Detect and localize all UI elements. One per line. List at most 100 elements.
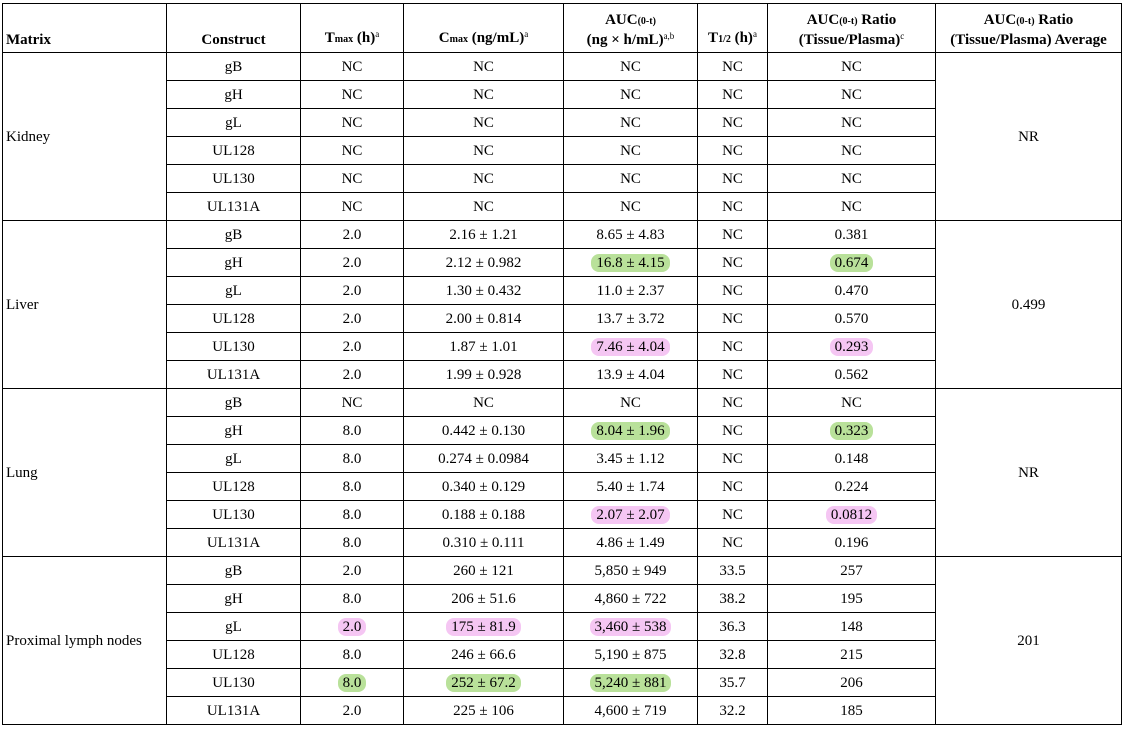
construct-cell: gL — [166, 612, 301, 641]
tmax-cell: 2.0 — [300, 304, 404, 333]
tmax-value: 2.0 — [342, 338, 362, 355]
construct-value: UL131A — [206, 366, 261, 383]
ratio-value: NC — [841, 86, 862, 103]
thalf-value: 36.3 — [719, 618, 746, 635]
thalf-value: NC — [722, 86, 743, 103]
header-matrix: Matrix — [2, 3, 167, 53]
tmax-value: 2.0 — [342, 226, 362, 243]
auc-value: 4,600 ± 719 — [594, 702, 667, 719]
cmax-cell: NC — [403, 52, 564, 81]
cmax-value: 252 ± 67.2 — [446, 673, 521, 692]
auc-value: 13.7 ± 3.72 — [596, 310, 665, 327]
pk-data-table: Matrix Construct Tmax (h)a Cmax (ng/mL)a… — [2, 3, 1122, 725]
ratio-cell: NC — [767, 388, 936, 417]
matrix-cell: Kidney — [2, 52, 167, 221]
table-row: gH 2.0 2.12 ± 0.982 16.8 ± 4.15 NC 0.674 — [3, 248, 1122, 277]
ratio-cell: 0.674 — [767, 248, 936, 277]
construct-cell: gL — [166, 276, 301, 305]
cmax-cell: 0.340 ± 0.129 — [403, 472, 564, 501]
ratio-value: 0.196 — [834, 534, 869, 551]
thalf-cell: NC — [697, 332, 768, 361]
tmax-value: 8.0 — [337, 673, 367, 692]
thalf-value: NC — [722, 366, 743, 383]
cmax-value: 0.442 ± 0.130 — [441, 422, 526, 439]
cmax-cell: 246 ± 66.6 — [403, 640, 564, 669]
ratio-average-cell: NR — [935, 52, 1122, 221]
thalf-cell: 35.7 — [697, 668, 768, 697]
ratio-value: 148 — [840, 618, 863, 635]
thalf-cell: NC — [697, 136, 768, 165]
header-auc: AUC(0-t) (ng × h/mL)a,b — [563, 3, 698, 53]
ratio-value: 185 — [840, 702, 863, 719]
tmax-value: 2.0 — [342, 282, 362, 299]
tmax-cell: NC — [300, 52, 404, 81]
ratio-cell: 0.570 — [767, 304, 936, 333]
construct-cell: UL131A — [166, 192, 301, 221]
tmax-cell: 2.0 — [300, 612, 404, 641]
auc-cell: 4.86 ± 1.49 — [563, 528, 698, 557]
construct-cell: UL130 — [166, 668, 301, 697]
tmax-cell: 2.0 — [300, 276, 404, 305]
tmax-value: NC — [341, 86, 363, 103]
ratio-value: 195 — [840, 590, 863, 607]
tmax-cell: NC — [300, 80, 404, 109]
cmax-value: 1.30 ± 0.432 — [445, 282, 522, 299]
construct-cell: gB — [166, 220, 301, 249]
header-cmax: Cmax (ng/mL)a — [403, 3, 564, 53]
auc-cell: 2.07 ± 2.07 — [563, 500, 698, 529]
construct-cell: UL130 — [166, 164, 301, 193]
thalf-cell: 32.2 — [697, 696, 768, 725]
cmax-cell: 0.310 ± 0.111 — [403, 528, 564, 557]
cmax-cell: 2.00 ± 0.814 — [403, 304, 564, 333]
thalf-value: 32.2 — [719, 702, 746, 719]
thalf-cell: NC — [697, 52, 768, 81]
tmax-cell: 2.0 — [300, 696, 404, 725]
cmax-cell: 1.99 ± 0.928 — [403, 360, 564, 389]
table-row: UL131A 2.0 225 ± 106 4,600 ± 719 32.2 185 — [3, 696, 1122, 725]
tmax-value: 2.0 — [342, 310, 362, 327]
table-row: gH NC NC NC NC NC — [3, 80, 1122, 109]
cmax-value: 225 ± 106 — [453, 702, 514, 719]
tmax-cell: 2.0 — [300, 556, 404, 585]
auc-value: 8.65 ± 4.83 — [596, 226, 665, 243]
ratio-cell: 0.148 — [767, 444, 936, 473]
auc-value: 13.9 ± 4.04 — [596, 366, 665, 383]
thalf-value: NC — [722, 226, 743, 243]
thalf-value: NC — [722, 534, 743, 551]
ratio-cell: NC — [767, 136, 936, 165]
construct-value: UL128 — [212, 310, 255, 327]
ratio-cell: 148 — [767, 612, 936, 641]
table-body: Kidney gB NC NC NC NC NC NR gH NC NC NC NC NC gL NC NC NC… — [2, 52, 1122, 725]
construct-value: gH — [224, 590, 243, 607]
tmax-cell: 2.0 — [300, 220, 404, 249]
tmax-value: 2.0 — [342, 562, 362, 579]
construct-cell: gH — [166, 584, 301, 613]
thalf-value: NC — [722, 198, 743, 215]
ratio-cell: 0.562 — [767, 360, 936, 389]
construct-value: gL — [225, 450, 242, 467]
table-row: UL130 2.0 1.87 ± 1.01 7.46 ± 4.04 NC 0.293 — [3, 332, 1122, 361]
auc-cell: NC — [563, 80, 698, 109]
tmax-cell: 8.0 — [300, 528, 404, 557]
auc-value: NC — [620, 86, 641, 103]
thalf-value: NC — [722, 142, 743, 159]
tmax-value: NC — [341, 142, 363, 159]
construct-value: UL128 — [212, 646, 255, 663]
cmax-value: 2.12 ± 0.982 — [445, 254, 522, 271]
thalf-cell: NC — [697, 472, 768, 501]
thalf-value: NC — [722, 254, 743, 271]
ratio-cell: 206 — [767, 668, 936, 697]
auc-value: 5.40 ± 1.74 — [596, 478, 665, 495]
tmax-value: NC — [341, 394, 363, 411]
ratio-average-cell: NR — [935, 388, 1122, 557]
auc-cell: 16.8 ± 4.15 — [563, 248, 698, 277]
auc-value: 11.0 ± 2.37 — [596, 282, 665, 299]
thalf-value: 35.7 — [719, 674, 746, 691]
cmax-value: 175 ± 81.9 — [446, 617, 521, 636]
auc-value: 16.8 ± 4.15 — [591, 253, 670, 272]
tmax-cell: NC — [300, 192, 404, 221]
construct-value: gL — [225, 618, 242, 635]
construct-value: UL130 — [212, 338, 255, 355]
construct-cell: gL — [166, 444, 301, 473]
tmax-cell: NC — [300, 164, 404, 193]
